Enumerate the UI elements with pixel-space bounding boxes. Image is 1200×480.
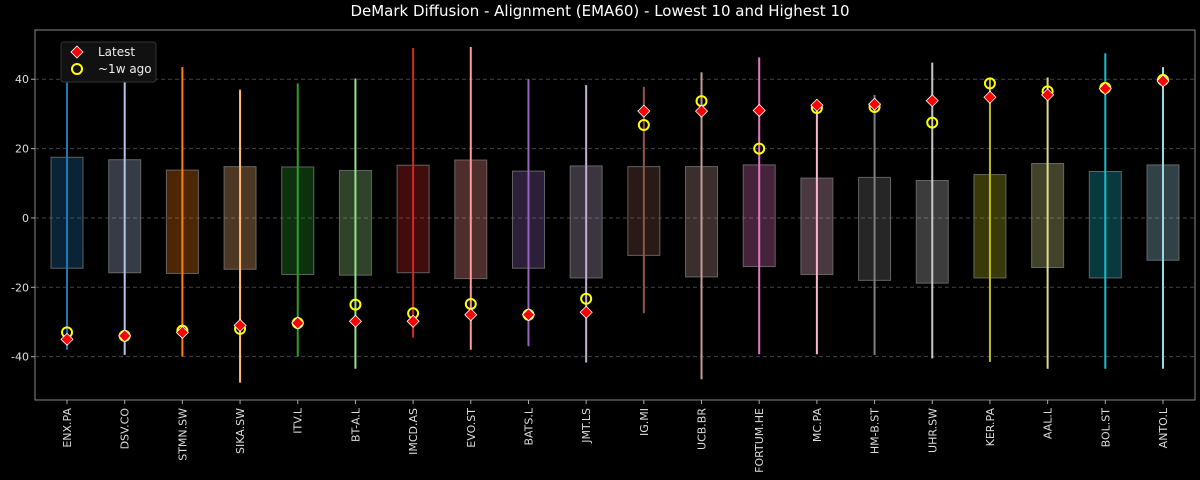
week-ago-point-FORTUM.HE bbox=[753, 142, 766, 155]
latest-point-UCB.BR bbox=[694, 104, 709, 118]
gridlines bbox=[35, 78, 1195, 358]
y-tick-label: 20 bbox=[15, 143, 29, 156]
latest-point-MC.PA bbox=[810, 98, 824, 112]
latest-point-HM-B.ST bbox=[868, 97, 882, 111]
x-tick-label: BT-A.L bbox=[349, 407, 362, 442]
latest-point-KER.PA bbox=[983, 90, 997, 104]
x-tick-label: JMT.LS bbox=[580, 408, 593, 444]
latest-point-BATS.L bbox=[521, 308, 536, 322]
x-tick-label: ANTO.L bbox=[1157, 407, 1170, 448]
legend-latest-label: Latest bbox=[98, 45, 135, 59]
latest-point-DSV.CO bbox=[118, 329, 132, 343]
x-axis: ENX.PA DSV.CO STMN.SW SIKA.SW ITV.L BT-A.L IMC… bbox=[61, 400, 1170, 473]
legend-week-ago-label: ~1w ago bbox=[98, 62, 152, 76]
x-tick-label: BATS.L bbox=[522, 407, 535, 445]
x-tick-label: DSV.CO bbox=[119, 408, 132, 450]
latest-point-JMT.LS bbox=[579, 305, 593, 319]
x-tick-label: UHR.SW bbox=[926, 408, 939, 453]
y-tick-label: 0 bbox=[22, 212, 29, 225]
latest-point-FORTUM.HE bbox=[752, 103, 766, 118]
latest-point-UHR.SW bbox=[925, 94, 939, 108]
legend-week-ago-circle-icon bbox=[71, 63, 83, 75]
week-ago-point-BT-A.L bbox=[349, 298, 362, 311]
x-tick-label: ITV.L bbox=[292, 407, 305, 434]
week-ago-point-UHR.SW bbox=[926, 116, 939, 129]
latest-point-BOL.ST bbox=[1098, 82, 1112, 96]
chart-title: DeMark Diffusion - Alignment (EMA60) - L… bbox=[350, 2, 849, 20]
latest-point-IG.MI bbox=[637, 104, 651, 118]
latest-point-SIKA.SW bbox=[233, 318, 247, 333]
x-tick-label: SIKA.SW bbox=[234, 408, 247, 454]
x-tick-label: IMCD.AS bbox=[407, 408, 420, 455]
latest-point-ENX.PA bbox=[60, 332, 74, 346]
latest-point-ITV.L bbox=[291, 316, 305, 330]
plot-frame bbox=[34, 29, 1196, 401]
legend: Latest ~1w ago bbox=[60, 41, 157, 83]
x-tick-label: UCB.BR bbox=[696, 408, 709, 450]
x-tick-label: KER.PA bbox=[984, 408, 997, 447]
latest-point-ANTO.L bbox=[1156, 74, 1170, 88]
y-tick-label: -40 bbox=[11, 351, 29, 364]
y-axis: -40 -20 0 20 40 bbox=[11, 73, 35, 364]
plot-marks bbox=[50, 46, 1180, 383]
x-tick-label: EVO.ST bbox=[465, 408, 478, 448]
x-tick-label: STMN.SW bbox=[176, 408, 189, 461]
latest-point-STMN.SW bbox=[175, 325, 189, 339]
week-ago-point-IG.MI bbox=[637, 119, 650, 132]
x-tick-label: IG.MI bbox=[638, 408, 651, 436]
week-ago-point-JMT.LS bbox=[580, 292, 593, 305]
y-tick-label: -20 bbox=[11, 281, 29, 294]
legend-latest-diamond-icon bbox=[70, 45, 84, 59]
x-tick-label: BOL.ST bbox=[1099, 408, 1112, 448]
x-tick-label: FORTUM.HE bbox=[753, 408, 766, 473]
x-tick-label: ENX.PA bbox=[61, 408, 74, 448]
legend-box bbox=[60, 41, 157, 83]
x-tick-label: AAL.L bbox=[1042, 407, 1055, 439]
latest-point-IMCD.AS bbox=[406, 314, 420, 328]
week-ago-point-KER.PA bbox=[983, 77, 996, 90]
latest-point-EVO.ST bbox=[464, 308, 478, 322]
x-tick-label: HM-B.ST bbox=[869, 408, 882, 454]
x-tick-label: MC.PA bbox=[811, 408, 824, 443]
y-tick-label: 40 bbox=[15, 73, 29, 86]
latest-point-AAL.L bbox=[1041, 88, 1055, 102]
latest-point-BT-A.L bbox=[348, 314, 362, 328]
